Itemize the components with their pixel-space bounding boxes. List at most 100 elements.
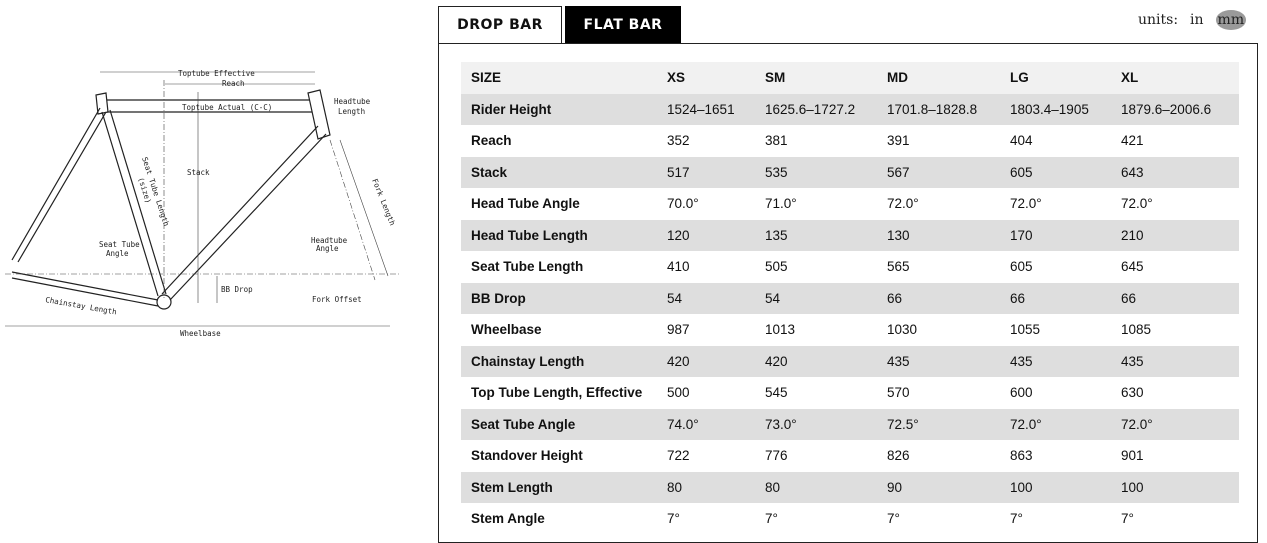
column-header: XL (1121, 62, 1239, 94)
table-cell: 74.0° (667, 408, 765, 440)
row-label: Seat Tube Angle (461, 408, 667, 440)
row-label: Stack (461, 156, 667, 188)
table-cell: 90 (887, 471, 1010, 503)
table-cell: 1055 (1010, 322, 1041, 338)
table-row: Rider Height 1524–1651 1625.6–1727.2 1701.8… (461, 93, 1239, 125)
table-cell: 100 (1010, 471, 1121, 503)
table-row: Stem Angle 7° 7° 7° 7° 7° (461, 503, 1239, 535)
row-label: BB Drop (461, 282, 667, 314)
units-toggle: units: in mm (1138, 10, 1247, 30)
label-fork-offset: Fork Offset (312, 295, 362, 304)
table-cell: 66 (1010, 282, 1121, 314)
table-cell: 776 (765, 448, 788, 464)
label-toptube-effective: Toptube Effective (178, 69, 255, 78)
table-cell: 72.0° (1121, 196, 1153, 212)
table-cell: 100 (1121, 471, 1239, 503)
table-cell: 1701.8–1828.8 (887, 93, 1010, 125)
table-cell: 435 (1121, 345, 1239, 377)
row-label: Chainstay Length (461, 345, 667, 377)
table-cell: 210 (1121, 219, 1239, 251)
table-cell: 500 (667, 385, 690, 401)
table-cell: 1030 (887, 322, 918, 338)
units-mm-option[interactable]: mm (1215, 10, 1247, 30)
table-cell: 901 (1121, 448, 1144, 464)
table-cell: 120 (667, 219, 765, 251)
table-cell: 1803.4–1905 (1010, 93, 1121, 125)
table-row: Head Tube Angle 70.0° 71.0° 72.0° 72.0° 72.0° (461, 188, 1239, 220)
row-label: Reach (471, 133, 512, 149)
table-cell: 7° (1010, 511, 1023, 527)
column-header: MD (887, 62, 1010, 94)
table-row: BB Drop 54 54 66 66 66 (461, 282, 1239, 314)
table-cell: 7° (887, 511, 900, 527)
label-chainstay-length: Chainstay Length (45, 295, 118, 316)
table-cell: 410 (667, 259, 690, 275)
table-row: Top Tube Length, Effective 500 545 570 600 63… (461, 377, 1239, 409)
table-cell: 863 (1010, 448, 1033, 464)
table-cell: 72.0° (1121, 408, 1239, 440)
geometry-table: SIZE XS SM MD LG XL Rider Height 1524–1651 1625.… (461, 62, 1239, 535)
table-cell: 7° (667, 511, 680, 527)
table-cell: 391 (887, 133, 910, 149)
row-label: Stem Length (461, 471, 667, 503)
table-row: Head Tube Length 120 135 130 170 210 (461, 219, 1239, 251)
table-cell: 600 (1010, 385, 1033, 401)
table-row: Reach 352 381 391 404 421 (461, 125, 1239, 157)
table-cell: 72.0° (887, 196, 919, 212)
column-header: XS (667, 62, 765, 94)
label-headtube-angle-2: Angle (316, 244, 339, 253)
table-cell: 80 (667, 471, 765, 503)
table-cell: 643 (1121, 156, 1239, 188)
label-stack: Stack (187, 168, 210, 177)
table-cell: 66 (887, 282, 1010, 314)
row-label: Head Tube Length (461, 219, 667, 251)
label-fork-length: Fork Length (370, 177, 397, 226)
row-label: Top Tube Length, Effective (471, 385, 643, 401)
table-cell: 605 (1010, 259, 1033, 275)
label-seat-tube-angle: Seat Tube (99, 240, 140, 249)
table-cell: 1524–1651 (667, 93, 765, 125)
tab-drop-bar[interactable]: DROP BAR (438, 6, 562, 43)
down-tube (161, 125, 327, 301)
head-tube (307, 89, 331, 140)
row-label: Head Tube Angle (471, 196, 580, 212)
table-cell: 435 (1010, 345, 1121, 377)
table-cell: 517 (667, 156, 765, 188)
row-label: Rider Height (461, 93, 667, 125)
table-row: Seat Tube Angle 74.0° 73.0° 72.5° 72.0° 72.0° (461, 408, 1239, 440)
table-cell: 66 (1121, 282, 1239, 314)
seat-tube (101, 109, 167, 297)
table-cell: 70.0° (667, 196, 699, 212)
seat-stay (11, 107, 107, 263)
table-cell: 420 (765, 345, 887, 377)
table-row: Chainstay Length 420 420 435 435 435 (461, 345, 1239, 377)
table-cell: 80 (765, 471, 887, 503)
table-cell: 505 (765, 259, 788, 275)
table-row: Stack 517 535 567 605 643 (461, 156, 1239, 188)
table-cell: 130 (887, 219, 1010, 251)
table-cell: 435 (887, 345, 1010, 377)
row-label: Standover Height (471, 448, 583, 464)
label-headtube-angle: Headtube (311, 236, 348, 245)
table-cell: 73.0° (765, 408, 887, 440)
column-header-size: SIZE (461, 62, 667, 94)
table-cell: 404 (1010, 133, 1033, 149)
table-cell: 1085 (1121, 322, 1152, 338)
label-toptube-actual: Toptube Actual (C-C) (182, 103, 272, 112)
top-tube (107, 99, 312, 113)
chainstay (11, 271, 159, 307)
table-cell: 72.0° (1010, 196, 1042, 212)
table-cell: 630 (1121, 385, 1144, 401)
units-in-option[interactable]: in (1190, 12, 1204, 28)
label-reach: Reach (222, 79, 245, 88)
tab-flat-bar[interactable]: FLAT BAR (565, 6, 681, 43)
table-cell: 421 (1121, 133, 1144, 149)
table-cell: 645 (1121, 259, 1144, 275)
table-row: Stem Length 80 80 90 100 100 (461, 471, 1239, 503)
bike-geometry-diagram: Toptube Effective Reach Toptube Actual (… (5, 69, 400, 338)
table-cell: 1013 (765, 322, 796, 338)
table-row: Seat Tube Length 410 505 565 605 645 (461, 251, 1239, 283)
table-cell: 381 (765, 133, 788, 149)
table-cell: 135 (765, 219, 887, 251)
row-label: Seat Tube Length (471, 259, 584, 275)
